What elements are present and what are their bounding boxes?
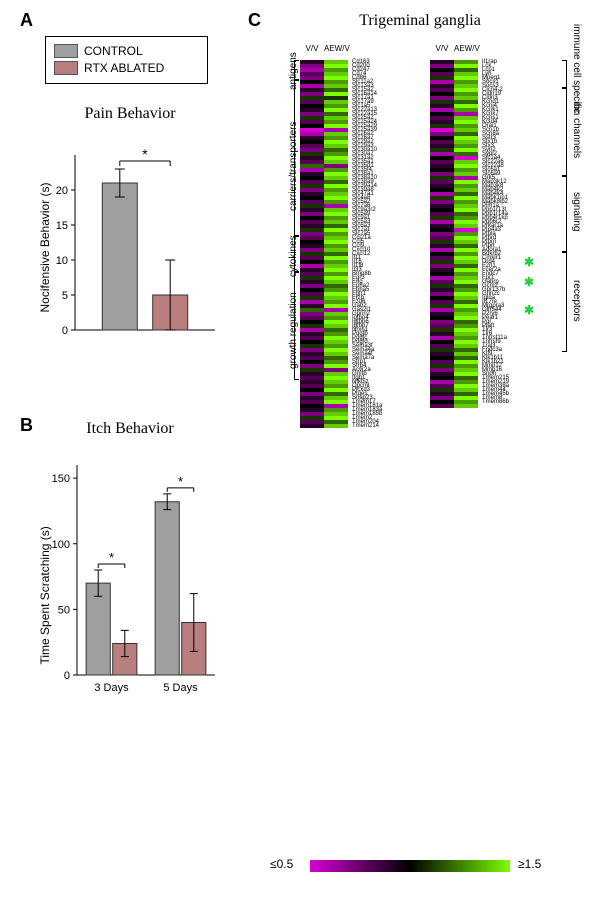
svg-text:100: 100: [52, 539, 70, 551]
hm-col-r-vv: [430, 60, 454, 408]
panel-c-title: Trigeminal ganglia: [320, 12, 520, 30]
category-bracket: [566, 252, 567, 352]
svg-text:Time Spent Scratching (s): Time Spent Scratching (s): [38, 526, 52, 664]
svg-text:3 Days: 3 Days: [94, 682, 129, 694]
category-bracket: [566, 60, 567, 88]
heatmap-cell: [430, 404, 454, 408]
genes-left: Cd163Cd200Cd247Cd74Cd86Slc11a2Slc13a3Slc…: [352, 60, 382, 428]
category-label: ion channels: [571, 102, 582, 158]
panel-b-title: Itch Behavior: [60, 420, 200, 438]
legend-box: CONTROL RTX ABLATED: [45, 36, 208, 84]
category-label: cytokines: [288, 235, 299, 277]
category-label: immune cell specific: [571, 24, 582, 113]
legend-row-control: CONTROL: [54, 43, 199, 60]
figure-root: A CONTROL RTX ABLATED Pain Behavior 0 5 10…: [0, 0, 604, 906]
svg-text:*: *: [109, 550, 114, 565]
gene-label: Tmem86b: [482, 400, 509, 404]
panel-a-title: Pain Behavior: [60, 105, 200, 123]
hm-head-l1: V/V: [300, 44, 324, 53]
heatmap-cell: [324, 424, 348, 428]
legend-row-ablated: RTX ABLATED: [54, 60, 199, 77]
svg-text:5: 5: [62, 290, 68, 302]
heatmap-cell: [300, 424, 324, 428]
panel-a-label: A: [20, 10, 33, 31]
svg-text:*: *: [178, 474, 183, 489]
genes-right: Il1rapLckLcp1LynMpeg1Socs1Socs3Clcn4-2Cl…: [482, 60, 509, 404]
hm-head-r1: V/V: [430, 44, 454, 53]
category-label: receptors: [571, 280, 582, 322]
highlight-star-icon: ✱: [524, 255, 534, 269]
category-bracket: [566, 176, 567, 252]
panel-c-label: C: [248, 10, 261, 31]
highlight-star-icon: ✱: [524, 275, 534, 289]
category-label: growth regulation: [288, 292, 299, 369]
legend-swatch-control: [54, 44, 78, 58]
legend-label-ablated: RTX ABLATED: [84, 60, 164, 77]
svg-text:15: 15: [56, 220, 68, 232]
panel-b-chart: 0 50 100 150 3 Days * 5 Days * Time Spent Scratc…: [35, 445, 220, 705]
colorbar: [310, 860, 510, 872]
svg-text:0: 0: [62, 325, 68, 337]
colorbar-max-label: ≥1.5: [518, 857, 541, 871]
svg-text:*: *: [142, 146, 148, 162]
highlight-star-icon: ✱: [524, 303, 534, 317]
colorbar-min-label: ≤0.5: [270, 857, 293, 871]
legend-label-control: CONTROL: [84, 43, 143, 60]
hm-head-l2: AEW/V: [324, 44, 348, 53]
legend-swatch-ablated: [54, 61, 78, 75]
category-label: signaling: [571, 192, 582, 231]
panel-b-label: B: [20, 415, 33, 436]
category-label: carriers/transporters: [288, 121, 299, 210]
hm-col-l-aewv: [324, 60, 348, 428]
hm-col-l-vv: [300, 60, 324, 428]
svg-text:Nocifensive Behavior (s): Nocifensive Behavior (s): [38, 182, 52, 312]
svg-text:5 Days: 5 Days: [163, 682, 198, 694]
heatmap-cell: [454, 404, 478, 408]
hm-head-r2: AEW/V: [454, 44, 478, 53]
svg-text:0: 0: [64, 670, 70, 682]
svg-text:20: 20: [56, 185, 68, 197]
category-bracket: [566, 88, 567, 176]
svg-text:10: 10: [56, 255, 68, 267]
svg-text:50: 50: [58, 604, 70, 616]
hm-col-r-aewv: [454, 60, 478, 408]
gene-label: Tmem214: [352, 424, 382, 428]
panel-a-chart: 0 5 10 15 20 * Nocifensive Behavior (s): [35, 130, 220, 350]
svg-text:150: 150: [52, 473, 70, 485]
